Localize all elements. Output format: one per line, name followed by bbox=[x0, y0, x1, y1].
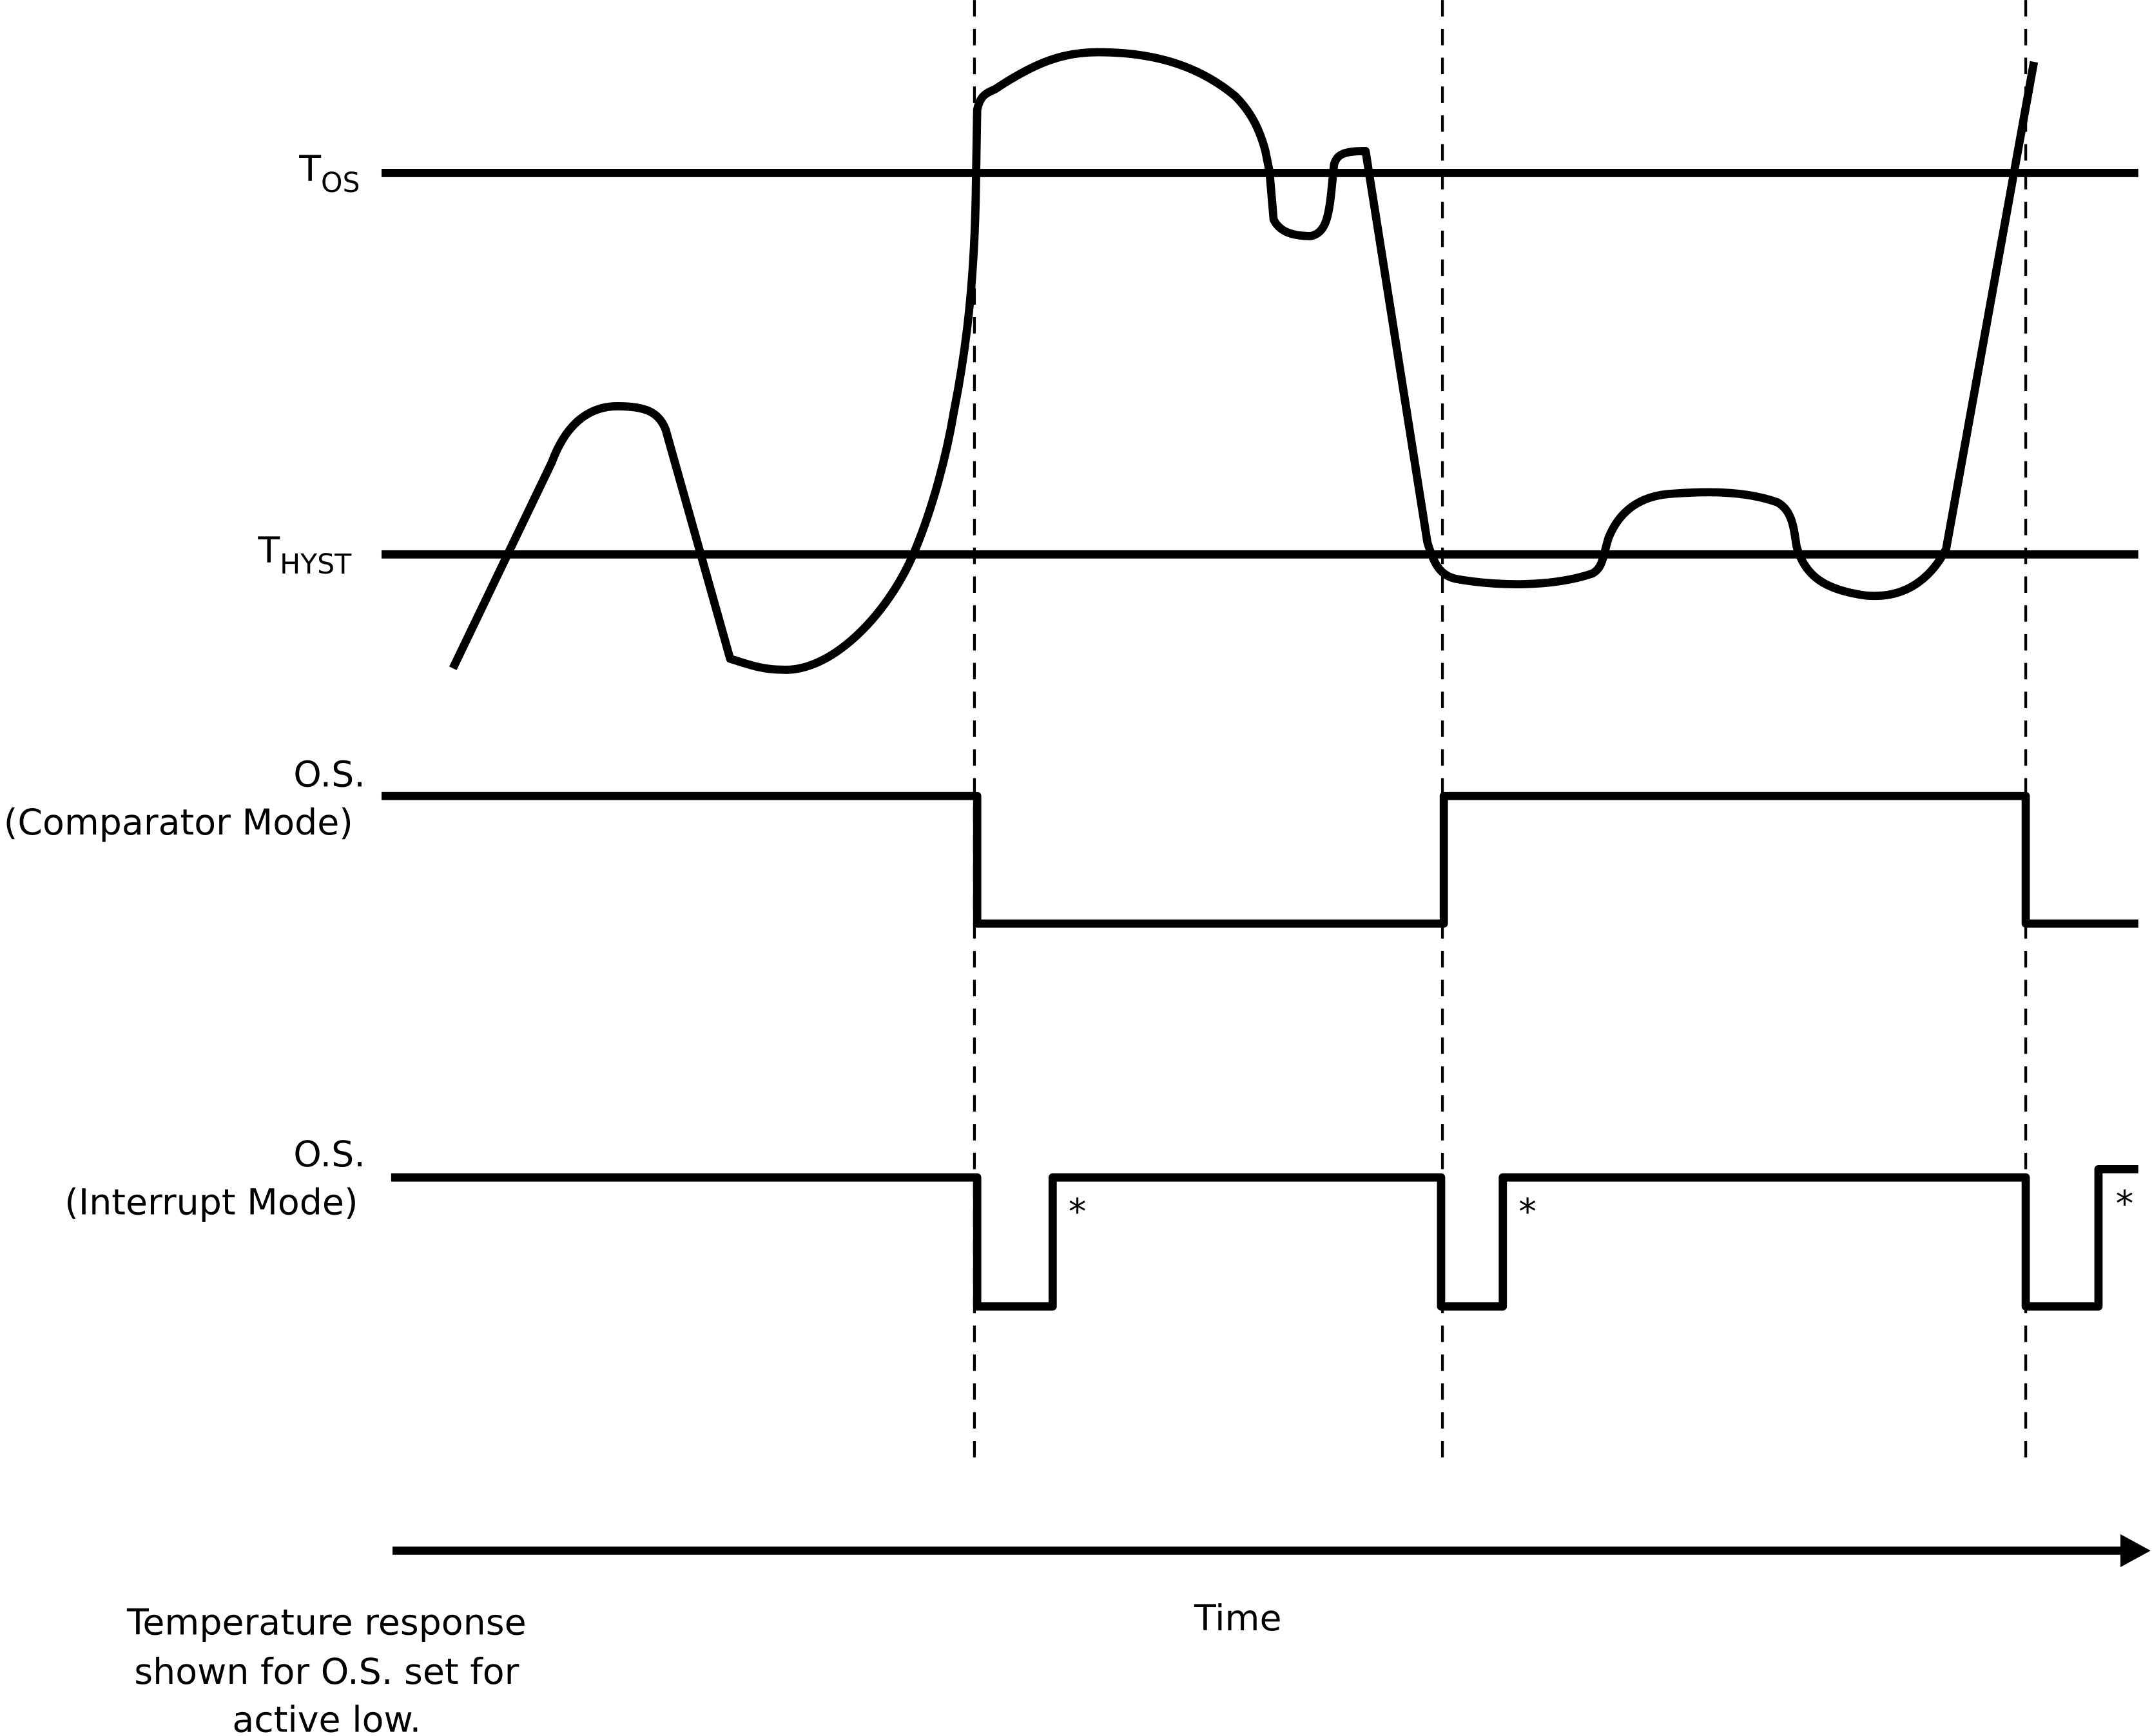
t-hyst-label: THYST bbox=[257, 530, 352, 581]
comparator-label-line2: (Comparator Mode) bbox=[4, 802, 353, 844]
comparator-mode-waveform bbox=[381, 791, 2138, 928]
time-arrowhead-icon bbox=[2120, 1534, 2151, 1567]
caption-line-3: active low. bbox=[232, 1699, 421, 1736]
asterisk-note-3: * bbox=[2116, 1184, 2134, 1225]
asterisk-note-2: * bbox=[1518, 1192, 1536, 1233]
interrupt-label-line2: (Interrupt Mode) bbox=[64, 1182, 358, 1224]
caption-line-1: Temperature response bbox=[126, 1602, 527, 1643]
time-axis-label: Time bbox=[1194, 1598, 1281, 1639]
comparator-label-line1: O.S. bbox=[293, 754, 365, 795]
asterisk-note-1: * bbox=[1069, 1192, 1087, 1233]
interrupt-label-line1: O.S. bbox=[293, 1134, 365, 1175]
temperature-curve bbox=[449, 48, 2039, 674]
t-os-label: TOS bbox=[298, 149, 360, 199]
interrupt-mode-waveform bbox=[391, 1165, 2138, 1311]
caption-line-2: shown for O.S. set for bbox=[134, 1652, 519, 1693]
